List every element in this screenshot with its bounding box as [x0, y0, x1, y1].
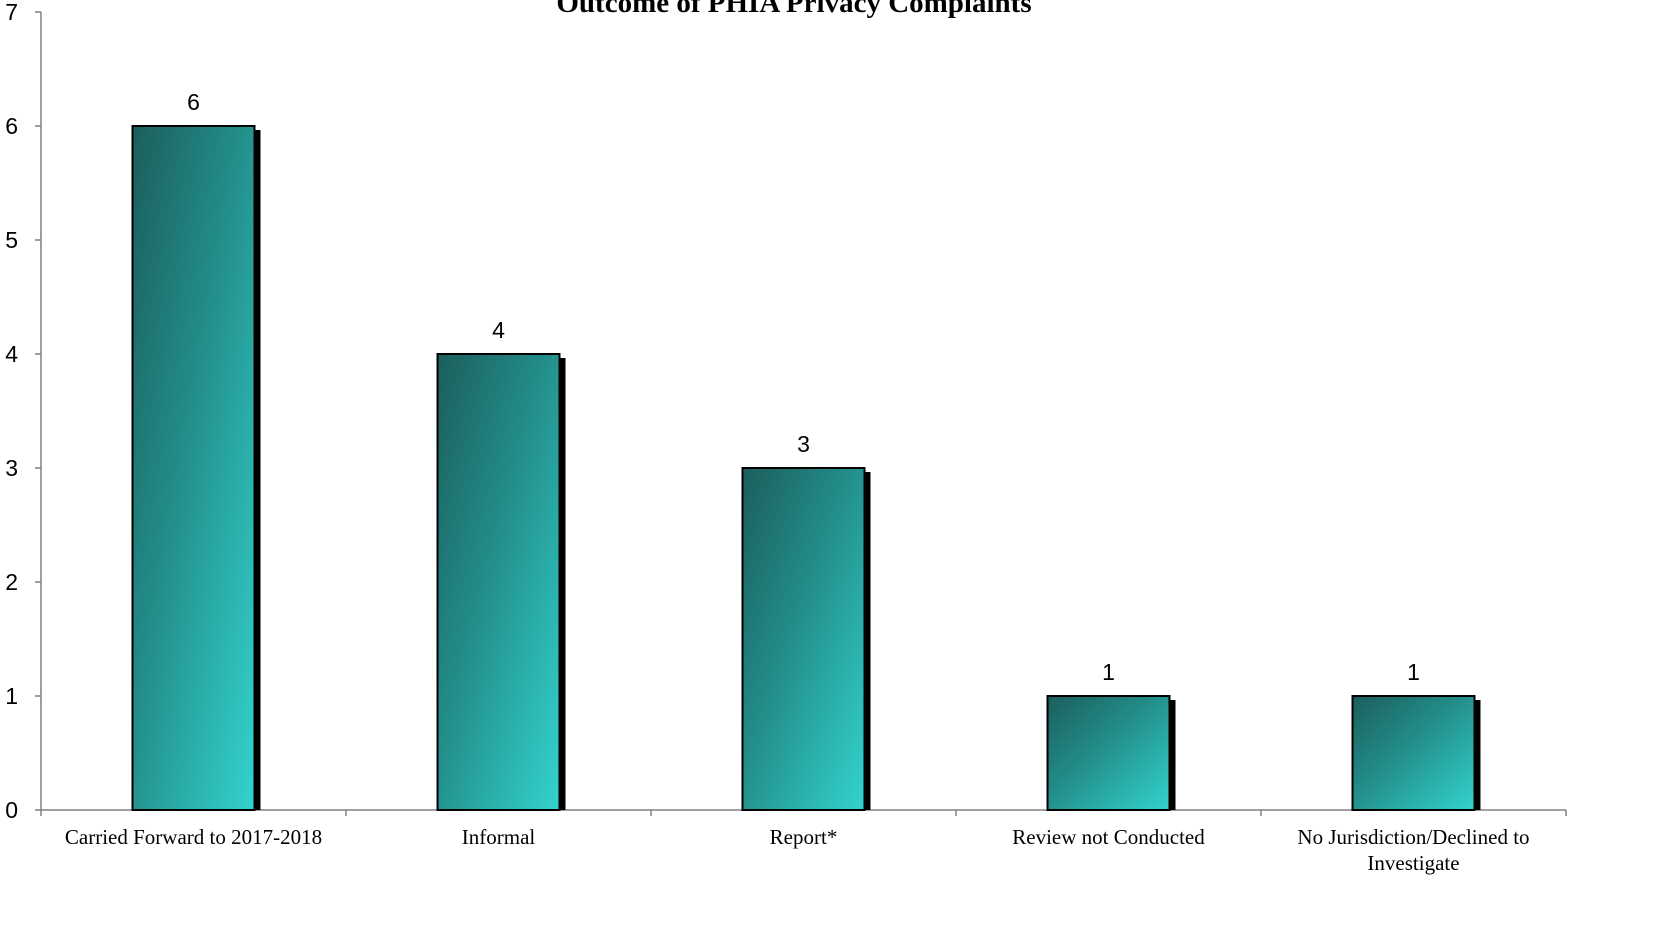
y-tick-label: 7: [5, 0, 18, 25]
y-tick-label: 5: [5, 227, 18, 253]
bar: [436, 353, 561, 811]
x-tick-label: Report*: [770, 825, 838, 849]
bars: [131, 125, 1481, 811]
x-tick-label: Review not Conducted: [1012, 825, 1205, 849]
data-label: 1: [1407, 659, 1420, 685]
y-tick-label: 2: [5, 569, 18, 595]
bar: [131, 125, 256, 811]
data-label: 6: [187, 89, 200, 115]
y-tick-label: 4: [5, 341, 18, 367]
x-tick-label: Carried Forward to 2017-2018: [65, 825, 322, 849]
x-tick-label-line: No Jurisdiction/Declined to: [1297, 825, 1529, 849]
data-label: 3: [797, 431, 810, 457]
x-tick-label-line: Informal: [462, 825, 536, 849]
data-label: 1: [1102, 659, 1115, 685]
chart-title: Outcome of PHIA Privacy Complaints: [556, 0, 1031, 19]
y-tick-label: 6: [5, 113, 18, 139]
y-tick-label: 1: [5, 683, 18, 709]
x-tick-label: No Jurisdiction/Declined to Investigate: [1297, 825, 1529, 875]
bar: [1046, 695, 1171, 811]
y-tick-label: 3: [5, 455, 18, 481]
data-label: 4: [492, 317, 505, 343]
data-labels: 6 Carried Forward to 2017-2018 4 Informal 3 R…: [65, 89, 1530, 875]
x-tick-label-line: Review not Conducted: [1012, 825, 1205, 849]
y-tick-label: 0: [5, 797, 18, 823]
bar: [1351, 695, 1476, 811]
x-tick-label-line: Report*: [770, 825, 838, 849]
x-tick-label-line: Investigate: [1367, 851, 1459, 875]
x-tick-label-line: Carried Forward to 2017-2018: [65, 825, 322, 849]
bar: [741, 467, 866, 811]
x-tick-label: Informal: [462, 825, 536, 849]
